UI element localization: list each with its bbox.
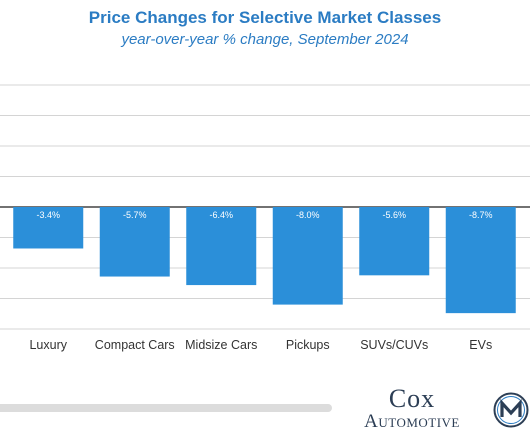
logo-wordmark-cox: Cox: [388, 384, 436, 413]
category-tick-label: Midsize Cars: [185, 338, 257, 352]
bar-evs: [445, 207, 516, 314]
category-tick-label: EVs: [469, 338, 492, 352]
data-label: -8.7%: [469, 210, 493, 220]
data-label: -5.7%: [123, 210, 147, 220]
chart-subtitle: year-over-year % change, September 2024: [121, 31, 409, 48]
bar-midsize-cars: [186, 207, 257, 286]
chart-title: Price Changes for Selective Market Class…: [88, 8, 442, 27]
data-label: -3.4%: [36, 210, 60, 220]
logo-wordmark-automotive: Automotive: [364, 411, 460, 432]
bar-compact-cars: [99, 207, 170, 277]
manheim-emblem-icon: [493, 392, 529, 428]
category-tick-label: Luxury: [29, 338, 67, 352]
footer-divider: [0, 404, 332, 412]
bars: [13, 207, 516, 314]
category-tick-label: SUVs/CUVs: [360, 338, 428, 352]
category-tick-labels: Luxury Compact Cars Midsize Cars Pickups SUV…: [29, 338, 492, 352]
bar-luxury: [13, 207, 84, 249]
data-labels: -3.4% -5.7% -6.4% -8.0% -5.6% -8.7%: [36, 210, 492, 220]
category-tick-label: Compact Cars: [95, 338, 175, 352]
bar-suvs-cuvs: [359, 207, 430, 276]
cox-automotive-logo: Cox Automotive: [348, 386, 530, 442]
data-label: -5.6%: [382, 210, 406, 220]
gridlines: [0, 84, 530, 330]
data-label: -8.0%: [296, 210, 320, 220]
category-tick-label: Pickups: [286, 338, 330, 352]
data-label: -6.4%: [209, 210, 233, 220]
bar-pickups: [272, 207, 343, 305]
